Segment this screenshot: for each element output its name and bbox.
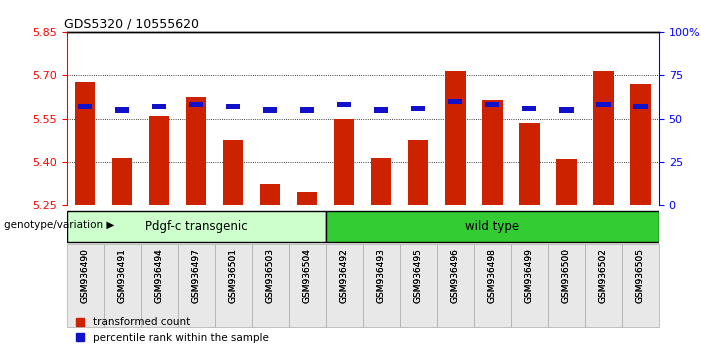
- Bar: [411, 105, 426, 111]
- Bar: [633, 104, 648, 109]
- FancyBboxPatch shape: [289, 244, 326, 327]
- Text: GSM936496: GSM936496: [451, 249, 460, 303]
- FancyBboxPatch shape: [548, 244, 585, 327]
- Text: GSM936498: GSM936498: [488, 249, 497, 303]
- Text: GSM936501: GSM936501: [229, 249, 238, 303]
- Text: GSM936499: GSM936499: [525, 249, 534, 303]
- FancyBboxPatch shape: [326, 211, 659, 242]
- Bar: [226, 104, 240, 109]
- Bar: [485, 102, 500, 107]
- Text: GSM936504: GSM936504: [303, 249, 312, 303]
- Text: GSM936493: GSM936493: [376, 249, 386, 303]
- Bar: [482, 100, 503, 205]
- FancyBboxPatch shape: [326, 244, 363, 327]
- FancyBboxPatch shape: [511, 244, 548, 327]
- FancyBboxPatch shape: [67, 244, 104, 327]
- Text: GSM936492: GSM936492: [340, 249, 349, 303]
- FancyBboxPatch shape: [585, 244, 622, 327]
- Bar: [223, 140, 243, 205]
- Text: GSM936499: GSM936499: [525, 249, 534, 303]
- Text: GSM936490: GSM936490: [81, 249, 90, 303]
- Bar: [408, 140, 428, 205]
- FancyBboxPatch shape: [67, 211, 326, 242]
- Bar: [300, 107, 314, 113]
- Text: GSM936504: GSM936504: [303, 249, 312, 303]
- Text: GSM936503: GSM936503: [266, 249, 275, 303]
- FancyBboxPatch shape: [215, 244, 252, 327]
- FancyBboxPatch shape: [104, 244, 141, 327]
- FancyBboxPatch shape: [474, 244, 511, 327]
- FancyBboxPatch shape: [141, 244, 177, 327]
- Bar: [149, 116, 170, 205]
- Bar: [297, 192, 318, 205]
- Bar: [556, 159, 576, 205]
- Text: GSM936497: GSM936497: [191, 249, 200, 303]
- Text: GSM936494: GSM936494: [155, 249, 163, 303]
- Bar: [152, 104, 166, 109]
- Bar: [189, 102, 203, 107]
- Text: GSM936505: GSM936505: [636, 249, 645, 303]
- Bar: [374, 107, 388, 113]
- Text: genotype/variation ▶: genotype/variation ▶: [4, 220, 114, 230]
- FancyBboxPatch shape: [400, 244, 437, 327]
- Text: GSM936503: GSM936503: [266, 249, 275, 303]
- Bar: [186, 97, 206, 205]
- Bar: [445, 71, 465, 205]
- Bar: [337, 102, 351, 107]
- FancyBboxPatch shape: [363, 244, 400, 327]
- Text: GSM936502: GSM936502: [599, 249, 608, 303]
- Bar: [597, 102, 611, 107]
- Text: GDS5320 / 10555620: GDS5320 / 10555620: [64, 18, 198, 31]
- Text: GSM936498: GSM936498: [488, 249, 497, 303]
- Bar: [334, 119, 355, 205]
- Text: GSM936505: GSM936505: [636, 249, 645, 303]
- Text: GSM936495: GSM936495: [414, 249, 423, 303]
- Bar: [519, 123, 540, 205]
- Text: GSM936497: GSM936497: [191, 249, 200, 303]
- Bar: [115, 107, 129, 113]
- Bar: [593, 71, 613, 205]
- Text: wild type: wild type: [465, 220, 519, 233]
- Bar: [75, 82, 95, 205]
- Text: GSM936500: GSM936500: [562, 249, 571, 303]
- Text: GSM936501: GSM936501: [229, 249, 238, 303]
- Text: GSM936492: GSM936492: [340, 249, 349, 303]
- Text: GSM936495: GSM936495: [414, 249, 423, 303]
- Text: GSM936493: GSM936493: [376, 249, 386, 303]
- Text: GSM936491: GSM936491: [118, 249, 127, 303]
- Text: GSM936496: GSM936496: [451, 249, 460, 303]
- Bar: [371, 158, 391, 205]
- Bar: [448, 99, 463, 104]
- Bar: [522, 105, 536, 111]
- Legend: transformed count, percentile rank within the sample: transformed count, percentile rank withi…: [72, 313, 273, 347]
- FancyBboxPatch shape: [177, 244, 215, 327]
- Bar: [559, 107, 573, 113]
- Text: GSM936494: GSM936494: [155, 249, 163, 303]
- Bar: [260, 184, 280, 205]
- Text: GSM936502: GSM936502: [599, 249, 608, 303]
- Bar: [630, 84, 651, 205]
- Bar: [78, 104, 93, 109]
- FancyBboxPatch shape: [437, 244, 474, 327]
- Bar: [112, 158, 132, 205]
- Text: GSM936490: GSM936490: [81, 249, 90, 303]
- FancyBboxPatch shape: [252, 244, 289, 327]
- Text: GSM936491: GSM936491: [118, 249, 127, 303]
- FancyBboxPatch shape: [622, 244, 659, 327]
- Text: GSM936500: GSM936500: [562, 249, 571, 303]
- Bar: [263, 107, 278, 113]
- Text: Pdgf-c transgenic: Pdgf-c transgenic: [145, 220, 247, 233]
